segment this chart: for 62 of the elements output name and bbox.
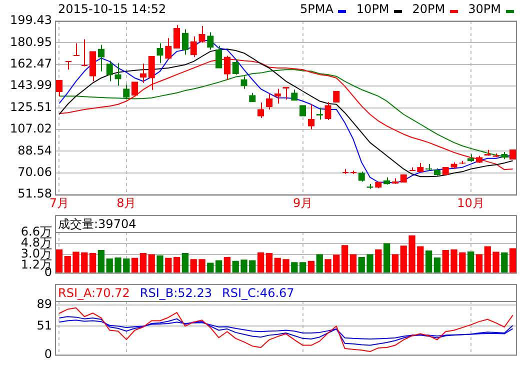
y-tick-label: 51 (36, 318, 52, 332)
series-label: RSI_B:52.23 (140, 286, 212, 300)
candlestick (73, 42, 80, 56)
legend-label: 30PM (468, 2, 501, 16)
bar (308, 260, 315, 273)
bar (425, 250, 432, 273)
candlestick (425, 164, 432, 172)
y-tick-label: 199.43 (10, 13, 52, 28)
chart-title: 成交量:39704 (58, 217, 136, 231)
bar (375, 249, 382, 273)
y-tick-label: 88.54 (18, 143, 52, 158)
x-tick-label: 7月 (49, 196, 70, 210)
bar (257, 252, 264, 273)
bar (434, 258, 441, 273)
bar (182, 252, 189, 273)
y-tick-label: 143.99 (10, 78, 52, 92)
bar (476, 254, 483, 273)
x-tick-label: 8月 (116, 196, 136, 210)
candlestick (81, 38, 88, 67)
bar (501, 252, 508, 273)
y-tick-label: 89 (36, 297, 52, 312)
y-tick-label: 107.02 (10, 122, 52, 136)
legend-label: 20PM (412, 2, 446, 16)
y-tick-label: 51.58 (18, 186, 52, 201)
bar (89, 252, 96, 273)
bar (215, 260, 222, 273)
bar (140, 252, 147, 273)
bar (383, 243, 390, 273)
y-tick-label: 162.47 (10, 56, 52, 71)
legend-label: 5PMA (300, 2, 334, 16)
chart-title: 2015-10-15 14:52 (58, 2, 166, 16)
bar (266, 252, 273, 273)
bar (291, 262, 298, 273)
bar (165, 258, 172, 273)
x-tick-label: 9月 (292, 196, 313, 210)
bar (341, 245, 348, 273)
bar (509, 248, 516, 273)
bar (131, 258, 138, 273)
y-tick-label: 6.6万 (20, 224, 52, 239)
legend-label: 10PM (356, 2, 390, 16)
candlestick (392, 178, 399, 184)
bar (56, 249, 63, 273)
bar (148, 254, 155, 273)
x-tick-label: 10月 (457, 196, 484, 210)
candlestick (114, 62, 122, 86)
bar (350, 254, 357, 273)
bar (316, 254, 323, 273)
y-tick-label: 125.51 (10, 100, 52, 114)
bar (299, 262, 306, 273)
y-tick-label: 70.06 (18, 165, 52, 180)
bar (98, 250, 105, 273)
bar (224, 256, 231, 273)
y-tick-label: 0 (44, 346, 52, 361)
bar (207, 262, 214, 273)
bar (392, 254, 399, 273)
bar (156, 255, 164, 273)
bar (467, 251, 474, 273)
bar (173, 256, 180, 273)
text: RSI_C:46.67 (222, 286, 294, 300)
y-tick-label: 180.95 (10, 34, 52, 49)
series-label: RSI_A:70.72 (58, 286, 130, 300)
candlestick (65, 60, 72, 70)
